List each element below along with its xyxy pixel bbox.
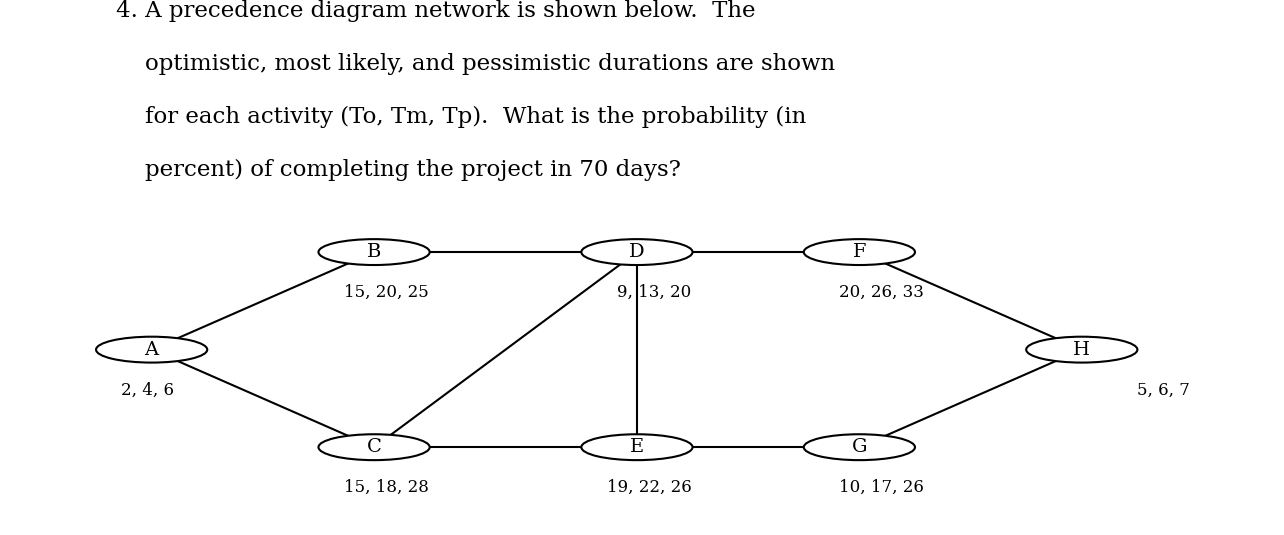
Text: E: E — [630, 438, 645, 456]
Text: D: D — [629, 243, 645, 261]
Text: 9, 13, 20: 9, 13, 20 — [616, 284, 691, 301]
Text: 10, 17, 26: 10, 17, 26 — [840, 479, 924, 496]
Text: 15, 18, 28: 15, 18, 28 — [344, 479, 429, 496]
Ellipse shape — [804, 434, 915, 460]
Ellipse shape — [582, 239, 692, 265]
Ellipse shape — [804, 239, 915, 265]
Text: 5, 6, 7: 5, 6, 7 — [1138, 381, 1190, 399]
Text: 15, 20, 25: 15, 20, 25 — [344, 284, 429, 301]
Text: 20, 26, 33: 20, 26, 33 — [840, 284, 924, 301]
Text: optimistic, most likely, and pessimistic durations are shown: optimistic, most likely, and pessimistic… — [116, 53, 835, 75]
Text: for each activity (To, Tm, Tp).  What is the probability (in: for each activity (To, Tm, Tp). What is … — [116, 106, 806, 128]
Text: percent) of completing the project in 70 days?: percent) of completing the project in 70… — [116, 159, 681, 181]
Ellipse shape — [1026, 337, 1138, 363]
Text: 19, 22, 26: 19, 22, 26 — [606, 479, 691, 496]
Ellipse shape — [318, 239, 430, 265]
Ellipse shape — [318, 434, 430, 460]
Text: F: F — [853, 243, 867, 261]
Ellipse shape — [582, 434, 692, 460]
Text: H: H — [1073, 341, 1090, 358]
Text: 4. A precedence diagram network is shown below.  The: 4. A precedence diagram network is shown… — [116, 0, 755, 22]
Ellipse shape — [96, 337, 207, 363]
Text: 2, 4, 6: 2, 4, 6 — [121, 381, 175, 399]
Text: A: A — [145, 341, 159, 358]
Text: B: B — [367, 243, 381, 261]
Text: G: G — [851, 438, 867, 456]
Text: C: C — [367, 438, 381, 456]
